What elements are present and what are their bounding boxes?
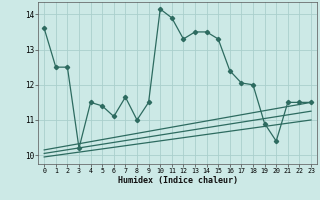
X-axis label: Humidex (Indice chaleur): Humidex (Indice chaleur): [118, 176, 238, 185]
